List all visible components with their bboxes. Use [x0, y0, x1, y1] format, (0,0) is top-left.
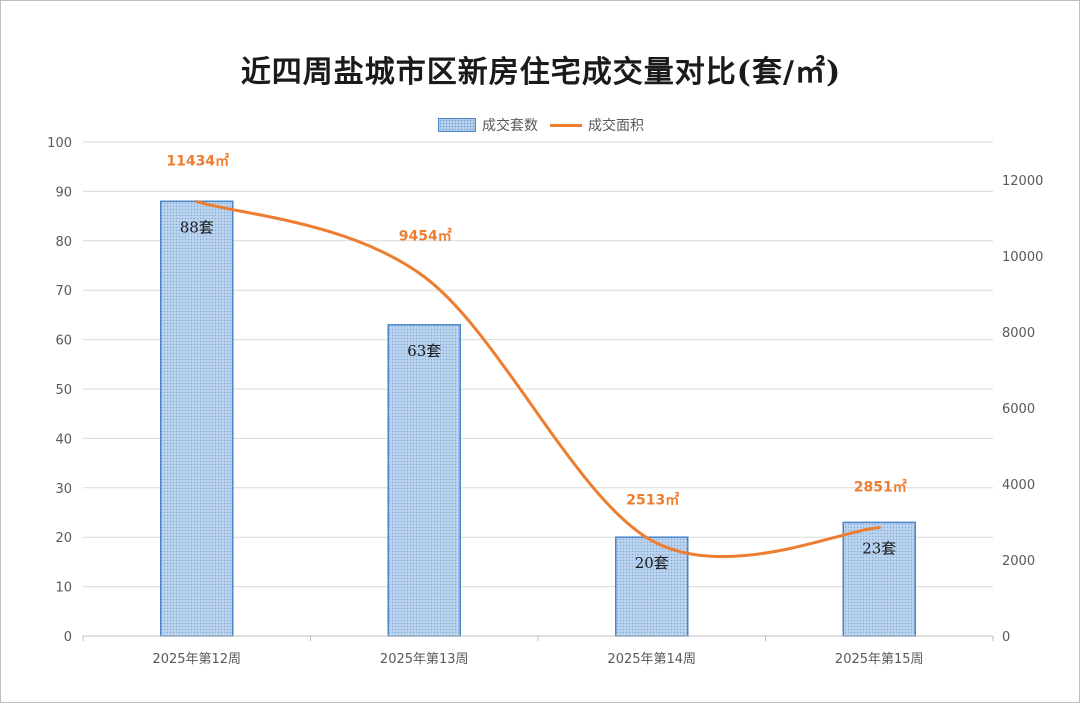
area-series-line — [195, 200, 881, 558]
y-left-tick-label: 60 — [55, 334, 72, 349]
legend-swatch-line — [550, 123, 582, 127]
y-left-tick-label: 50 — [55, 383, 72, 398]
bar — [160, 200, 234, 637]
y-left-tick-label: 100 — [47, 136, 72, 151]
legend-item-bar: 成交套数 — [438, 115, 538, 135]
line-data-label: 9454㎡ — [399, 228, 452, 245]
x-tick-label: 2025年第12周 — [152, 652, 241, 667]
y-right-tick-label: 4000 — [1002, 478, 1035, 493]
y-right-tick-label: 6000 — [1002, 402, 1035, 417]
bar-data-label: 20套 — [635, 554, 669, 572]
y-left-tick-label: 80 — [55, 235, 72, 250]
x-tick-label: 2025年第14周 — [607, 652, 696, 667]
y-right-tick-label: 12000 — [1002, 174, 1043, 189]
bar — [842, 521, 916, 637]
legend-label-line: 成交面积 — [588, 118, 644, 134]
y-right-tick-label: 2000 — [1002, 554, 1035, 569]
legend-item-line: 成交面积 — [550, 115, 644, 135]
y-left-tick-label: 20 — [55, 531, 72, 546]
y-left-tick-label: 30 — [55, 482, 72, 497]
y-left-tick-label: 0 — [64, 630, 72, 645]
y-left-tick-label: 10 — [55, 581, 72, 596]
legend-label-bar: 成交套数 — [482, 118, 538, 134]
legend-swatch-bar — [438, 118, 476, 132]
y-left-tick-label: 40 — [55, 432, 72, 447]
legend: 成交套数 成交面积 — [1, 115, 1080, 135]
bar — [387, 324, 461, 637]
x-tick-label: 2025年第15周 — [835, 652, 924, 667]
line-data-label: 2513㎡ — [626, 492, 679, 509]
bar-data-label: 63套 — [407, 342, 441, 360]
chart-title: 近四周盐城市区新房住宅成交量对比(套/㎡) — [240, 55, 842, 90]
y-right-tick-label: 8000 — [1002, 326, 1035, 341]
y-right-tick-label: 0 — [1002, 630, 1010, 645]
bar-data-label: 23套 — [862, 539, 896, 557]
line-data-label: 2851㎡ — [854, 479, 907, 496]
line-data-label: 11434㎡ — [166, 153, 229, 170]
bar-data-label: 88套 — [180, 218, 214, 236]
x-tick-label: 2025年第13周 — [380, 652, 469, 667]
y-left-tick-label: 70 — [55, 284, 72, 299]
bar — [615, 536, 689, 637]
y-left-tick-label: 90 — [55, 185, 72, 200]
y-right-tick-label: 10000 — [1002, 250, 1043, 265]
